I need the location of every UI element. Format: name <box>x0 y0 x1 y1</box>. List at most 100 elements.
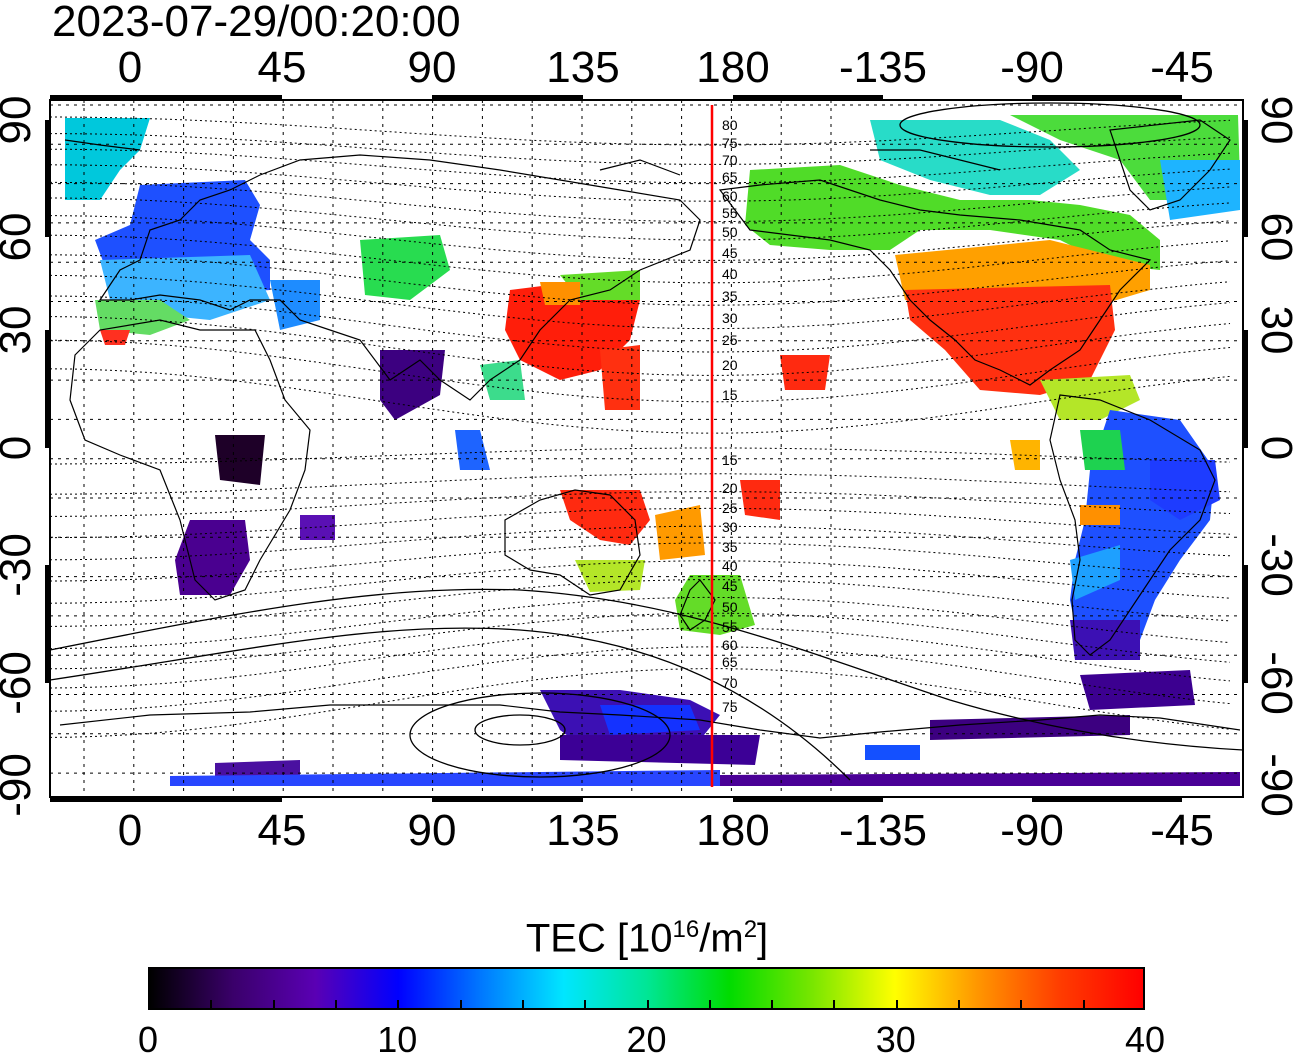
tec-patch <box>1070 620 1140 660</box>
contour-line <box>50 133 1231 165</box>
colorbar-title-unit: /m <box>699 916 744 961</box>
contour-line <box>50 164 1231 202</box>
colorbar-tick-label: 30 <box>875 1019 916 1060</box>
lon-tick-label-top: -45 <box>1150 43 1214 92</box>
contour-label: 20 <box>722 480 738 496</box>
frame-bar <box>1032 95 1182 100</box>
coast-antarctica <box>59 704 1241 739</box>
contour-line <box>50 148 1231 184</box>
contour-south <box>50 588 1243 751</box>
contour-line <box>50 542 1231 582</box>
tec-patch <box>1160 160 1240 220</box>
lon-tick-label-top: -135 <box>839 43 927 92</box>
colorbar-tick <box>210 1000 213 1008</box>
contour-line <box>50 596 1231 650</box>
contour-label: 60 <box>722 188 738 204</box>
tec-patch <box>600 345 640 410</box>
lat-tick-label-right: -60 <box>1252 651 1294 715</box>
contour-label: 75 <box>722 135 738 151</box>
contour-label: 50 <box>722 599 738 615</box>
contour-lines <box>50 116 1231 738</box>
colorbar-tick <box>521 1000 524 1008</box>
tec-patch <box>865 745 920 760</box>
contour-line <box>50 215 1231 261</box>
tec-patch <box>870 120 1080 195</box>
contour-label: 35 <box>722 539 738 555</box>
frame-bar <box>45 120 50 237</box>
contour-label: 15 <box>722 452 738 468</box>
lat-tick-label-right: 60 <box>1252 213 1294 262</box>
colorbar-tick <box>397 1000 400 1008</box>
tec-patch <box>455 430 490 470</box>
tec-patch <box>1080 670 1195 710</box>
tec-patch <box>1080 430 1125 470</box>
timestamp: 2023-07-29/00:20:00 <box>52 0 461 46</box>
coast-south-america <box>1049 394 1216 656</box>
contour-closed-north <box>899 102 1201 148</box>
lat-tick-label-right: 0 <box>1252 436 1294 460</box>
tec-patch <box>1080 505 1120 525</box>
colorbar-tick-label: 20 <box>626 1019 667 1060</box>
tec-patch <box>575 560 645 592</box>
coast-australia <box>504 489 641 596</box>
colorbar-title-close: ] <box>757 916 769 961</box>
frame-bar <box>1243 120 1248 237</box>
contour-label: 25 <box>722 500 738 516</box>
colorbar-tick <box>334 1000 337 1008</box>
map-grid <box>50 100 1243 797</box>
contour-line <box>50 507 1231 539</box>
frame-bar <box>432 797 583 802</box>
contour-label: 70 <box>722 675 738 691</box>
contour-label: 30 <box>722 310 738 326</box>
contour-label: 70 <box>722 152 738 168</box>
contour-south <box>50 627 851 781</box>
lat-tick-label-left: 30 <box>0 306 40 355</box>
contour-label: 55 <box>722 205 738 221</box>
contour-label: 45 <box>722 578 738 594</box>
tec-patch <box>65 118 150 200</box>
lat-tick-label-right: -30 <box>1252 533 1294 597</box>
tec-patch <box>560 490 650 545</box>
colorbar-tick <box>459 1000 462 1008</box>
colorbar-title-text: TEC [10 <box>525 916 673 961</box>
contour-label: 60 <box>722 637 738 653</box>
lon-tick-label-top: 90 <box>408 43 457 92</box>
lon-tick-label-bottom: 180 <box>696 806 769 855</box>
contour-line <box>50 491 1231 517</box>
contour-label: 40 <box>722 266 738 282</box>
lon-tick-label-bottom: 45 <box>258 806 307 855</box>
contour-line <box>50 560 1231 604</box>
frame-bar <box>432 95 583 100</box>
coast-eurasia <box>98 154 701 401</box>
colorbar-tick <box>771 1000 774 1008</box>
frame-ticks <box>45 95 1248 802</box>
contour-line <box>50 525 1231 561</box>
tec-patch <box>380 350 445 420</box>
coast-arctic <box>64 139 1001 176</box>
colorbar-tick <box>958 1000 961 1008</box>
contour-label: 35 <box>722 288 738 304</box>
contour-line <box>50 197 1231 241</box>
colorbar-tick <box>584 1000 587 1008</box>
contour-line <box>50 254 1231 306</box>
tec-patch <box>300 515 335 540</box>
lat-tick-label-right: 90 <box>1252 96 1294 145</box>
tec-patch <box>1070 545 1120 600</box>
tec-map: 8075706560555045403530252015152025303540… <box>0 43 1294 855</box>
contour-label: 65 <box>722 654 738 670</box>
lon-tick-label-bottom: -45 <box>1150 806 1214 855</box>
lat-tick-label-left: -60 <box>0 651 40 715</box>
colorbar-tick <box>1020 1000 1023 1008</box>
contour-line <box>50 473 1231 495</box>
contour-line <box>50 116 1231 146</box>
tec-patch <box>745 165 1160 270</box>
contour-line <box>50 579 1231 627</box>
tec-patch <box>270 280 320 330</box>
contour-lines-solid <box>50 102 1243 781</box>
colorbar-tick <box>708 1000 711 1008</box>
lon-tick-label-bottom: 135 <box>546 806 619 855</box>
colorbar-tick <box>646 1000 649 1008</box>
tec-patch <box>655 505 705 560</box>
contour-label: 15 <box>722 387 738 403</box>
tec-patch <box>540 282 580 305</box>
